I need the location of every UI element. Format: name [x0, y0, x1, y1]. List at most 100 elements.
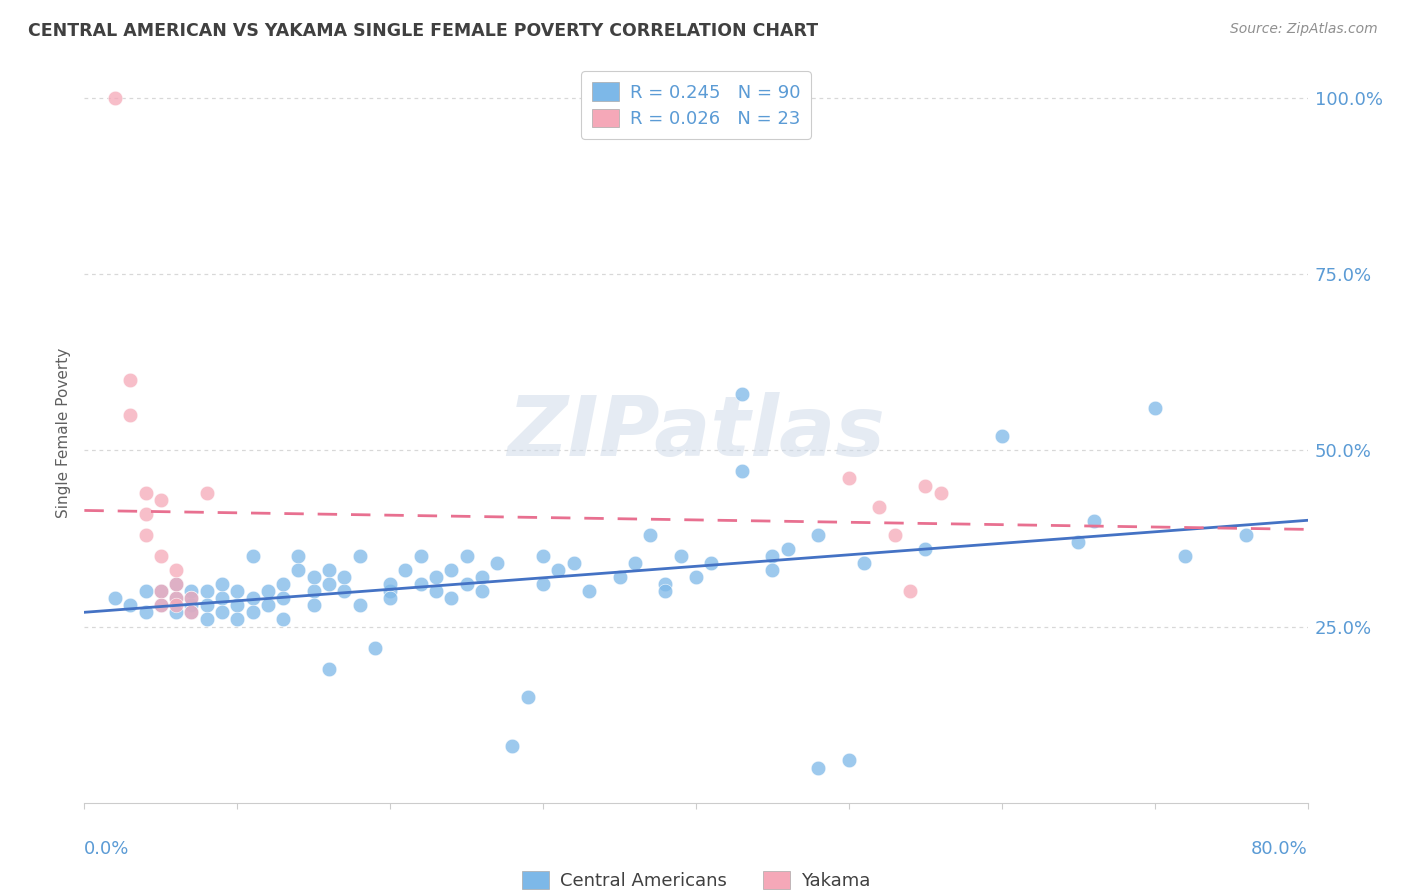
Point	[991, 429, 1014, 443]
Point	[104, 91, 127, 105]
Point	[120, 599, 142, 613]
Point	[180, 591, 202, 606]
Point	[242, 591, 264, 606]
Point	[456, 549, 478, 563]
Point	[654, 577, 676, 591]
Point	[502, 739, 524, 754]
Point	[271, 612, 294, 626]
Point	[807, 528, 830, 542]
Point	[853, 556, 876, 570]
Point	[638, 528, 661, 542]
Point	[364, 640, 387, 655]
Point	[149, 599, 172, 613]
Point	[914, 478, 936, 492]
Point	[914, 541, 936, 556]
Point	[135, 606, 157, 620]
Point	[257, 599, 280, 613]
Point	[471, 584, 494, 599]
Point	[165, 563, 187, 577]
Point	[226, 584, 249, 599]
Text: 0.0%: 0.0%	[84, 840, 129, 858]
Text: ZIPatlas: ZIPatlas	[508, 392, 884, 473]
Point	[135, 485, 157, 500]
Point	[149, 549, 172, 563]
Point	[165, 577, 187, 591]
Point	[440, 591, 463, 606]
Point	[287, 563, 309, 577]
Point	[195, 485, 218, 500]
Point	[333, 584, 356, 599]
Point	[165, 606, 187, 620]
Point	[349, 549, 371, 563]
Point	[700, 556, 723, 570]
Point	[380, 591, 402, 606]
Point	[211, 577, 233, 591]
Point	[180, 606, 202, 620]
Point	[898, 584, 921, 599]
Y-axis label: Single Female Poverty: Single Female Poverty	[56, 348, 72, 517]
Point	[135, 584, 157, 599]
Point	[1143, 401, 1166, 415]
Point	[287, 549, 309, 563]
Point	[195, 612, 218, 626]
Point	[165, 577, 187, 591]
Point	[211, 591, 233, 606]
Point	[1236, 528, 1258, 542]
Point	[180, 591, 202, 606]
Point	[409, 577, 432, 591]
Point	[149, 599, 172, 613]
Point	[883, 528, 905, 542]
Point	[226, 599, 249, 613]
Point	[135, 507, 157, 521]
Point	[318, 577, 340, 591]
Point	[669, 549, 692, 563]
Point	[180, 606, 202, 620]
Point	[1174, 549, 1197, 563]
Point	[456, 577, 478, 591]
Point	[333, 570, 356, 584]
Point	[165, 599, 187, 613]
Point	[226, 612, 249, 626]
Point	[271, 591, 294, 606]
Point	[149, 584, 172, 599]
Point	[486, 556, 509, 570]
Point	[349, 599, 371, 613]
Point	[380, 577, 402, 591]
Point	[807, 760, 830, 774]
Point	[531, 549, 554, 563]
Point	[149, 584, 172, 599]
Point	[394, 563, 416, 577]
Point	[257, 584, 280, 599]
Point	[242, 549, 264, 563]
Point	[104, 591, 127, 606]
Point	[211, 606, 233, 620]
Point	[302, 599, 325, 613]
Point	[242, 606, 264, 620]
Point	[180, 584, 202, 599]
Point	[731, 387, 754, 401]
Point	[425, 570, 447, 584]
Point	[135, 528, 157, 542]
Point	[654, 584, 676, 599]
Text: Source: ZipAtlas.com: Source: ZipAtlas.com	[1230, 22, 1378, 37]
Point	[120, 408, 142, 422]
Point	[318, 563, 340, 577]
Point	[409, 549, 432, 563]
Point	[302, 570, 325, 584]
Point	[1083, 514, 1105, 528]
Point	[869, 500, 891, 514]
Point	[318, 662, 340, 676]
Point	[761, 563, 783, 577]
Point	[838, 471, 860, 485]
Point	[624, 556, 647, 570]
Point	[471, 570, 494, 584]
Point	[838, 754, 860, 768]
Point	[1067, 535, 1090, 549]
Point	[685, 570, 707, 584]
Point	[425, 584, 447, 599]
Point	[380, 584, 402, 599]
Point	[271, 577, 294, 591]
Point	[165, 591, 187, 606]
Point	[165, 591, 187, 606]
Point	[440, 563, 463, 577]
